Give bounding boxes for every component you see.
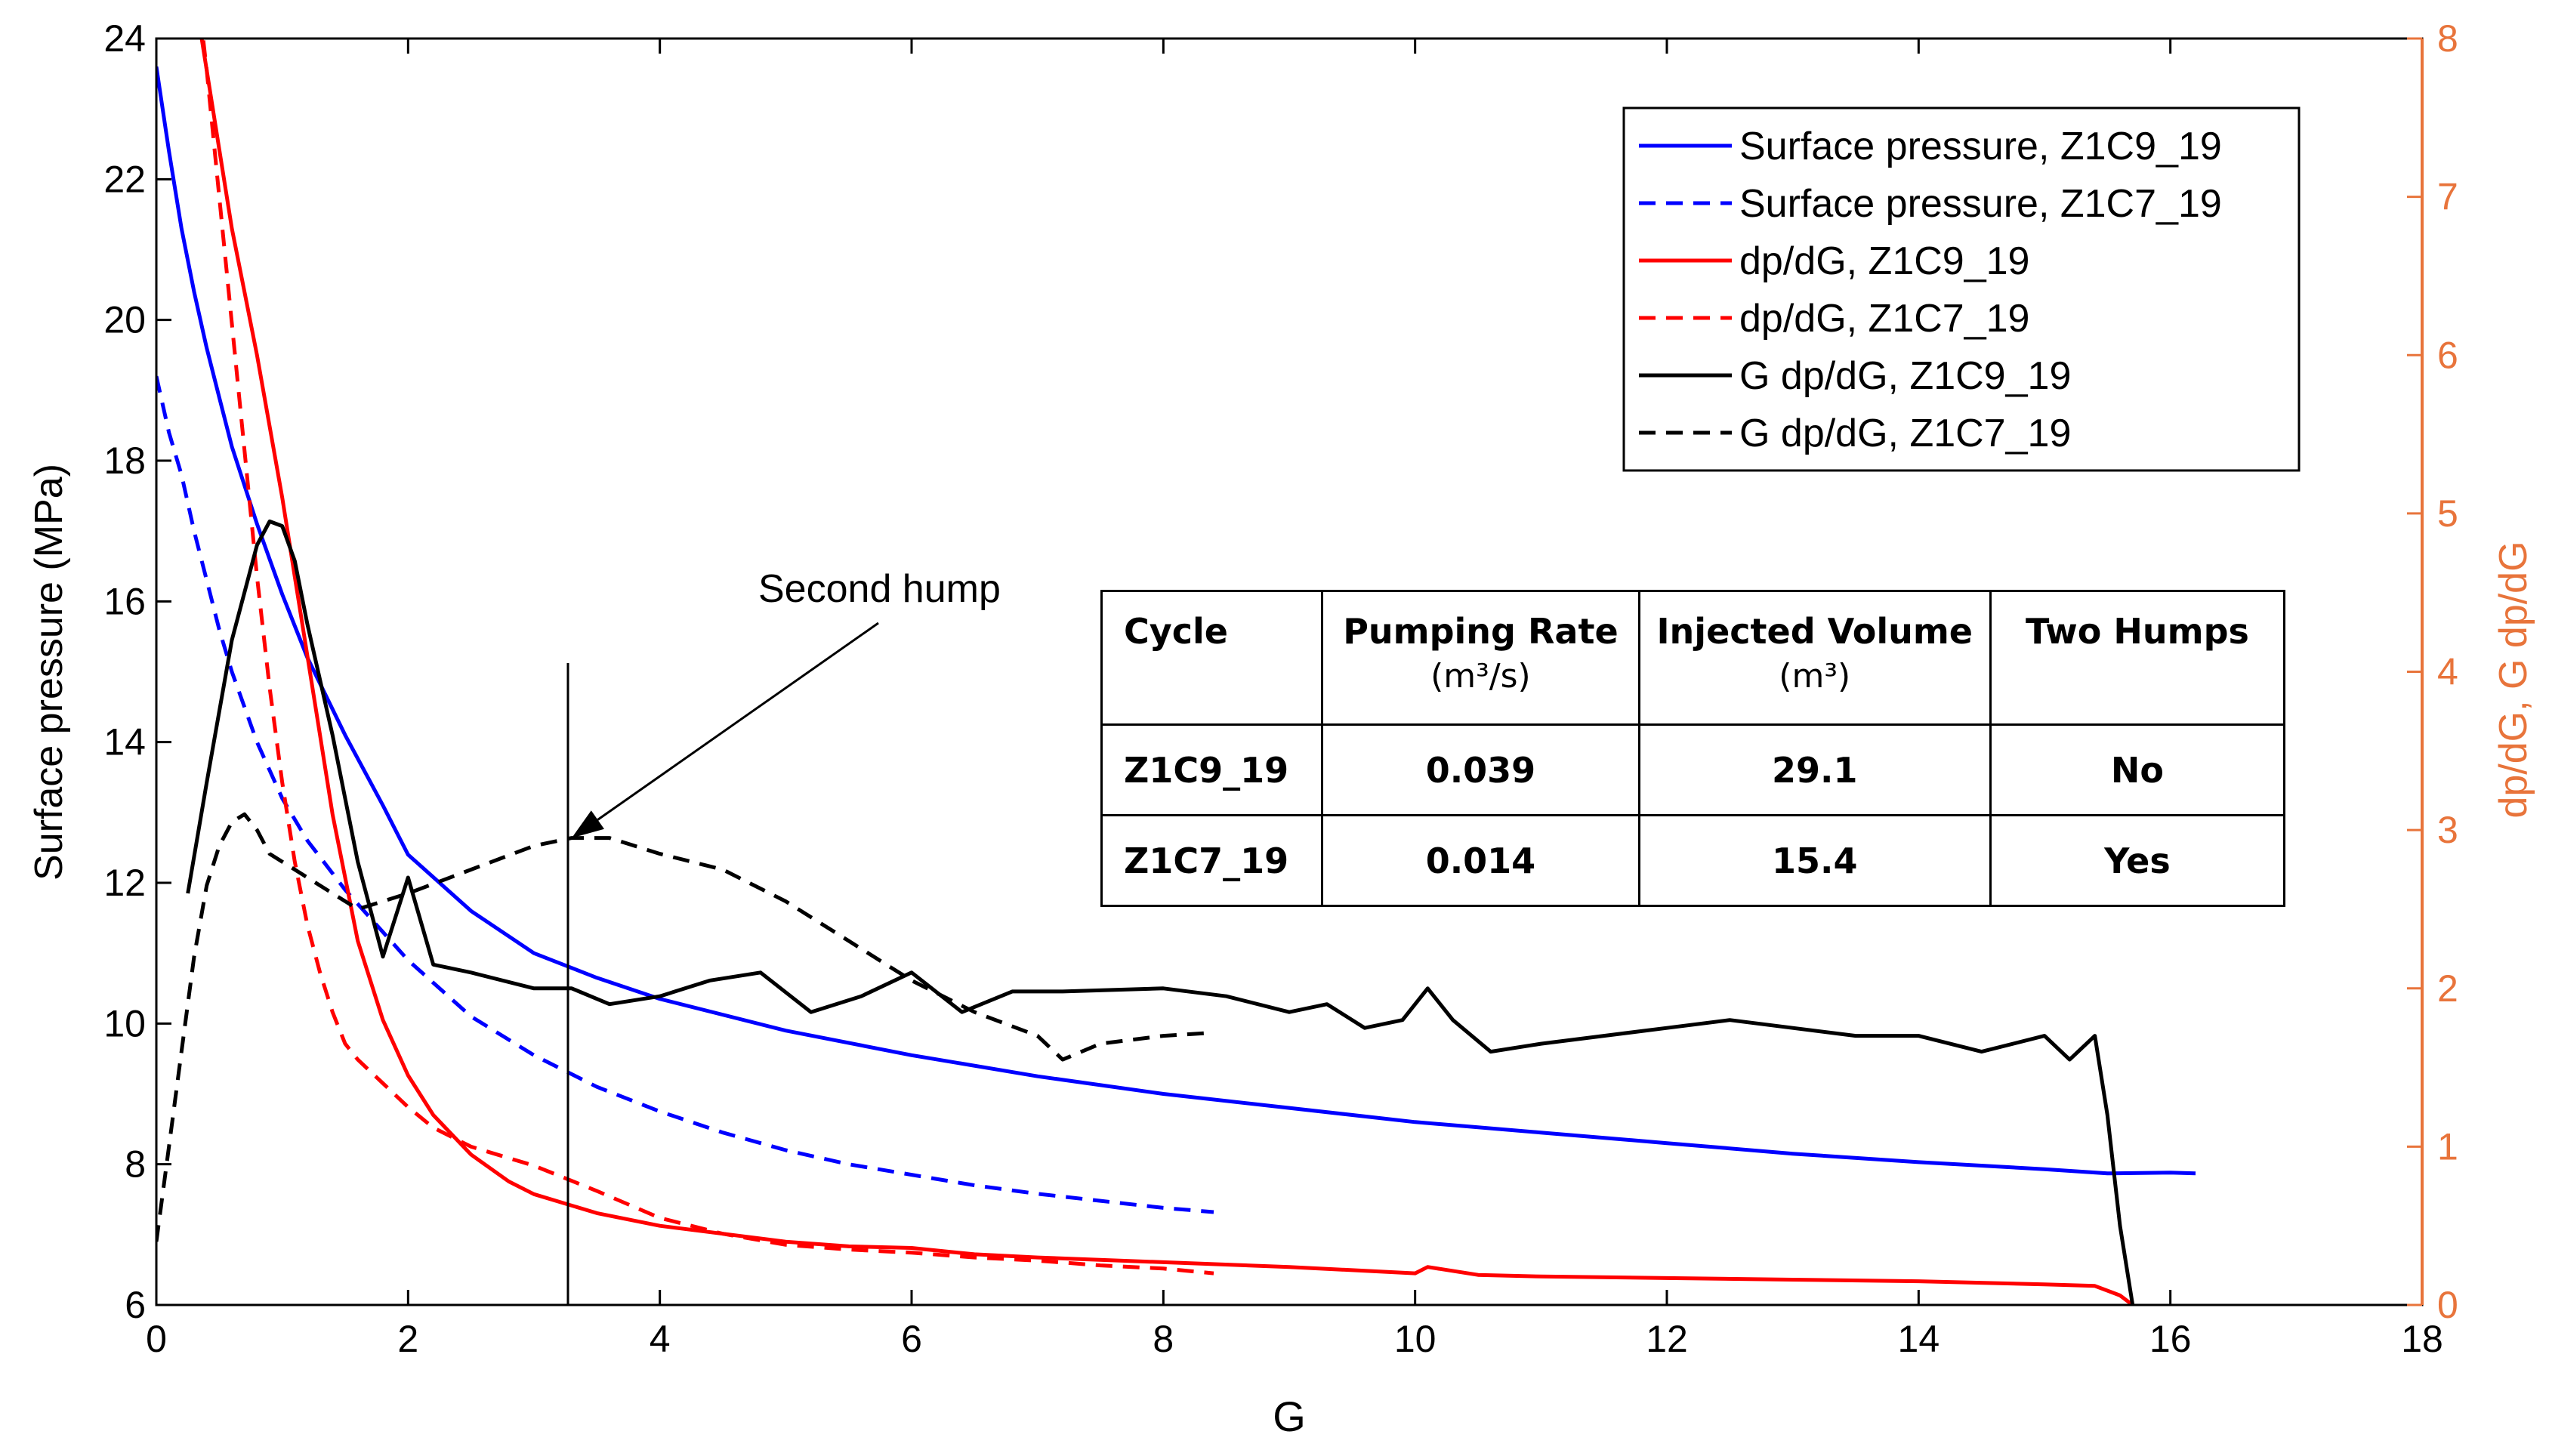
table-header-cycle: Cycle — [1100, 590, 1324, 726]
left-y-tick-label: 8 — [125, 1143, 146, 1186]
left-y-tick-label: 14 — [103, 721, 146, 763]
table-row: Z1C7_19 0.014 15.4 Yes — [1100, 814, 2286, 907]
right-y-tick-label: 3 — [2437, 809, 2458, 851]
left-y-tick-label: 6 — [125, 1284, 146, 1326]
legend-label: G dp/dG, Z1C9_19 — [1739, 354, 2071, 398]
annotation-arrow — [597, 622, 879, 821]
left-y-tick-label: 16 — [103, 580, 146, 622]
legend-label: G dp/dG, Z1C7_19 — [1739, 412, 2071, 455]
x-tick-label: 2 — [397, 1318, 418, 1360]
left-y-tick-label: 18 — [103, 440, 146, 482]
series-line-6 — [156, 812, 1214, 1242]
legend-items: Surface pressure, Z1C9_19 Surface pressur… — [1639, 125, 2222, 455]
series-line-1 — [156, 66, 2196, 1176]
right-y-tick-label: 2 — [2437, 967, 2458, 1010]
series-line-2 — [156, 375, 1214, 1214]
x-tick-label: 6 — [901, 1318, 922, 1360]
table-header-two-humps: Two Humps — [1989, 590, 2286, 726]
table-cell: 29.1 — [1637, 723, 1992, 816]
right-y-tick-label: 6 — [2437, 334, 2458, 376]
right-y-tick-label: 4 — [2437, 651, 2458, 693]
second-hump-annotation: Second hump — [572, 567, 1001, 838]
x-tick-label: 14 — [1898, 1318, 1940, 1360]
x-tick-label: 18 — [2401, 1318, 2443, 1360]
right-y-tick-label: 0 — [2437, 1284, 2458, 1326]
table-cell: 0.014 — [1321, 814, 1640, 907]
legend: Surface pressure, Z1C9_19 Surface pressur… — [1622, 106, 2301, 472]
left-y-tick-label: 22 — [103, 158, 146, 200]
right-y-tick-label: 5 — [2437, 492, 2458, 535]
x-tick-label: 4 — [650, 1318, 671, 1360]
right-y-axis-label: dp/dG, G dp/dG — [2492, 541, 2535, 818]
left-y-tick-label: 24 — [103, 17, 146, 60]
annotation-text: Second hump — [758, 567, 1001, 611]
right-y-tick-label: 1 — [2437, 1125, 2458, 1168]
table-header-pumping-rate: Pumping Rate (m³/s) — [1321, 590, 1640, 726]
axes-layer: 0 2 4 6 8 10 12 14 16 186810121416182022240123456… — [103, 17, 2458, 1360]
legend-label: dp/dG, Z1C7_19 — [1739, 297, 2029, 341]
legend-label: dp/dG, Z1C9_19 — [1739, 239, 2029, 283]
right-y-tick-label: 7 — [2437, 176, 2458, 218]
table-cell: Yes — [1989, 814, 2286, 907]
annotation-arrowhead — [572, 810, 605, 838]
left-y-tick-label: 10 — [103, 1002, 146, 1044]
table-cell: Z1C9_19 — [1100, 723, 1324, 816]
series-line-3 — [199, 39, 2134, 1305]
table-header-injected-volume: Injected Volume (m³) — [1637, 590, 1992, 726]
left-y-axis-label: Surface pressure (MPa) — [27, 464, 71, 881]
x-tick-label: 16 — [2149, 1318, 2192, 1360]
series-line-5 — [186, 519, 2135, 1305]
legend-label: Surface pressure, Z1C7_19 — [1739, 182, 2222, 226]
left-y-tick-label: 12 — [103, 862, 146, 904]
x-axis-label: G — [1273, 1393, 1306, 1440]
right-y-tick-label: 8 — [2437, 17, 2458, 60]
x-tick-label: 10 — [1394, 1318, 1437, 1360]
cycle-table: Cycle Pumping Rate (m³/s) Injected Volume… — [1100, 590, 2286, 907]
series-layer — [156, 39, 2196, 1305]
x-tick-label: 8 — [1153, 1318, 1174, 1360]
table-cell: 0.039 — [1321, 723, 1640, 816]
table-cell: Z1C7_19 — [1100, 814, 1324, 907]
left-y-tick-label: 20 — [103, 299, 146, 341]
x-tick-label: 12 — [1646, 1318, 1688, 1360]
legend-box — [1622, 106, 2301, 472]
table-row: Z1C9_19 0.039 29.1 No — [1100, 723, 2286, 816]
table-cell: No — [1989, 723, 2286, 816]
legend-label: Surface pressure, Z1C9_19 — [1739, 125, 2222, 168]
table-header-row: Cycle Pumping Rate (m³/s) Injected Volume… — [1100, 590, 2286, 726]
table-cell: 15.4 — [1637, 814, 1992, 907]
x-tick-label: 0 — [146, 1318, 167, 1360]
